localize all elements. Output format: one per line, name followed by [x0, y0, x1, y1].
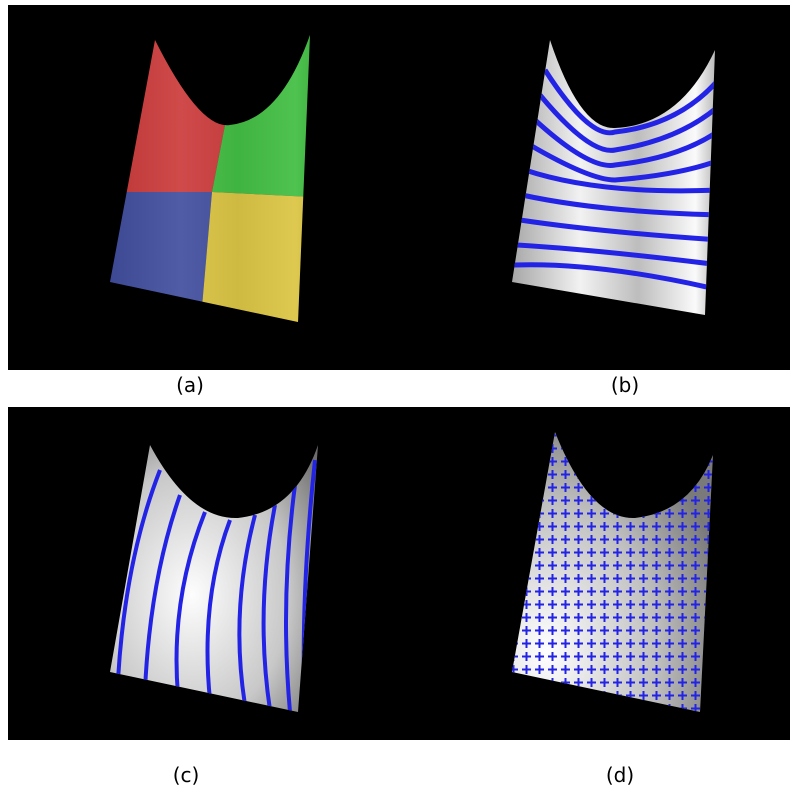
- caption: (b): [611, 373, 639, 397]
- caption: (c): [173, 763, 200, 787]
- page: (a) (b) (c) (d) (() => { const data = JS…: [0, 0, 797, 791]
- caption: (a): [176, 373, 204, 397]
- figure: (a) (b) (c) (d): [0, 0, 797, 791]
- caption: (d): [606, 763, 634, 787]
